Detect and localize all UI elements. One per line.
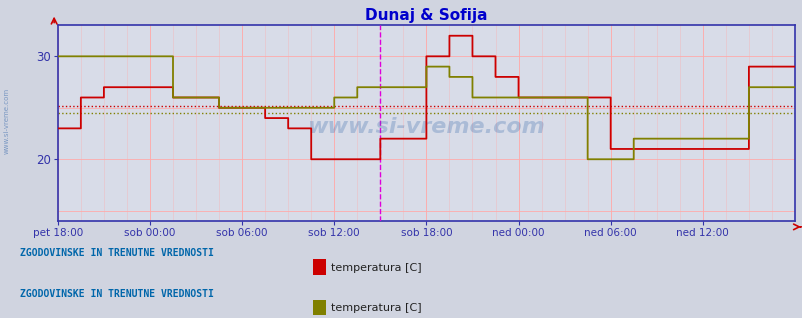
Text: www.si-vreme.com: www.si-vreme.com	[307, 117, 545, 137]
Text: ZGODOVINSKE IN TRENUTNE VREDNOSTI: ZGODOVINSKE IN TRENUTNE VREDNOSTI	[20, 248, 213, 258]
Text: ZGODOVINSKE IN TRENUTNE VREDNOSTI: ZGODOVINSKE IN TRENUTNE VREDNOSTI	[20, 289, 213, 299]
Text: www.si-vreme.com: www.si-vreme.com	[3, 88, 9, 154]
Title: Dunaj & Sofija: Dunaj & Sofija	[365, 8, 487, 23]
Text: temperatura [C]: temperatura [C]	[330, 303, 421, 313]
Text: temperatura [C]: temperatura [C]	[330, 263, 421, 273]
